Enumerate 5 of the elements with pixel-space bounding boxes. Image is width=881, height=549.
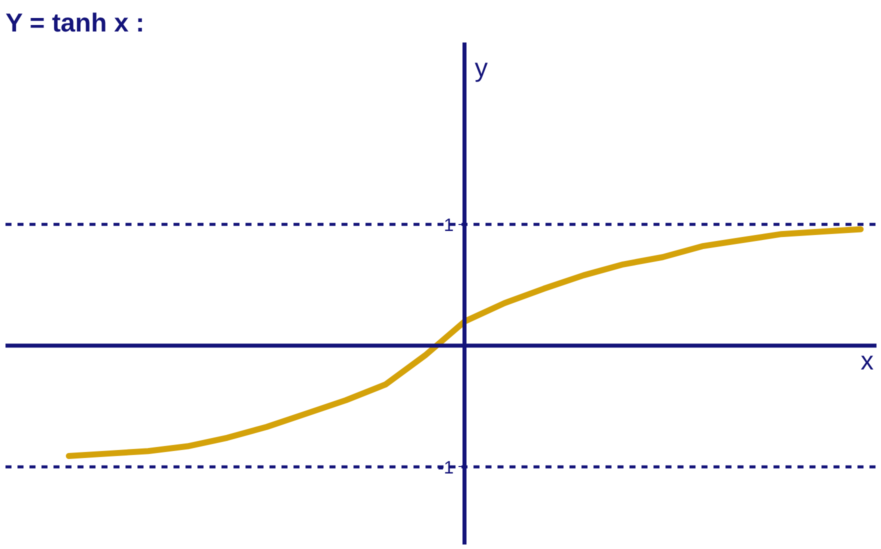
- y-tick-label: 1: [444, 214, 454, 235]
- chart-title: Y = tanh x :: [6, 8, 144, 38]
- x-axis-title: x: [860, 346, 874, 376]
- y-axis-title: y: [474, 52, 488, 82]
- y-tick-label: -1: [438, 457, 454, 478]
